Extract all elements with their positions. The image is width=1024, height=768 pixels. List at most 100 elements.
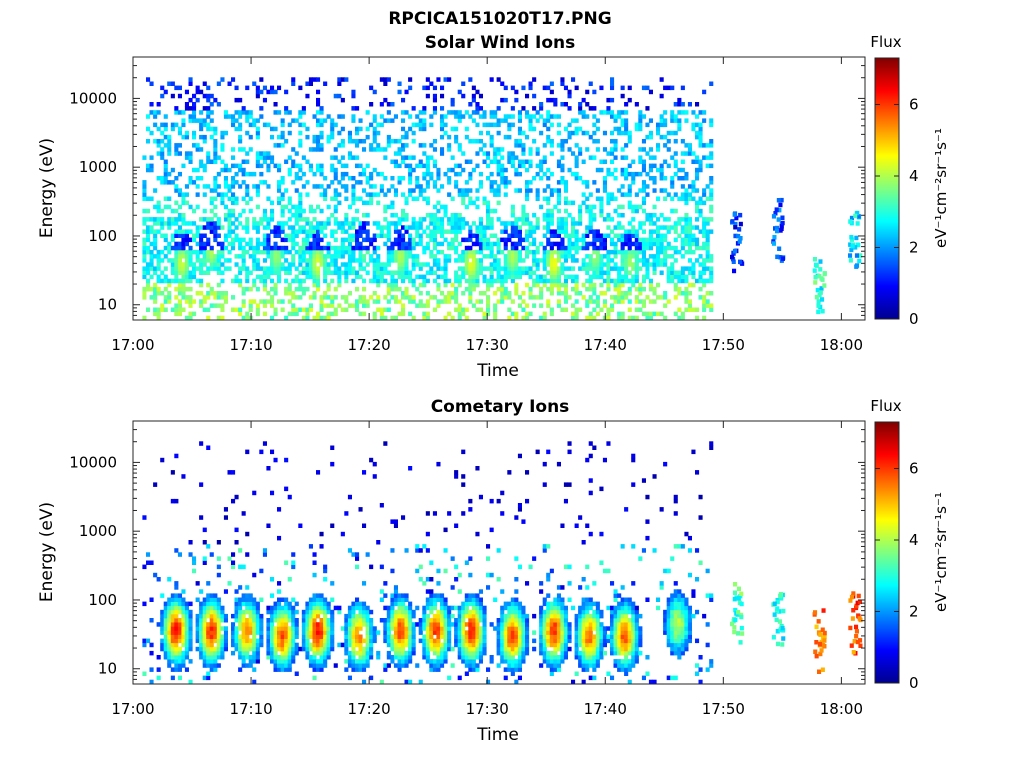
heatmap-cell <box>461 225 466 230</box>
heatmap-cell <box>206 609 211 615</box>
heatmap-cell <box>617 315 622 321</box>
heatmap-cell <box>231 114 236 119</box>
heatmap-cell <box>312 171 317 177</box>
heatmap-cell <box>220 241 225 247</box>
heatmap-cell <box>362 139 367 144</box>
heatmap-cell <box>464 307 469 312</box>
heatmap-cell <box>549 241 554 247</box>
heatmap-cell <box>507 237 512 243</box>
heatmap-cell <box>167 147 172 152</box>
heatmap-cell <box>312 184 317 189</box>
heatmap-cell <box>149 217 154 222</box>
heatmap-cell <box>344 262 349 267</box>
heatmap-cell <box>539 102 544 107</box>
heatmap-cell <box>592 155 597 160</box>
heatmap-cell <box>277 618 282 623</box>
heatmap-cell <box>255 155 260 160</box>
heatmap-cell <box>567 93 572 99</box>
heatmap-cell <box>493 311 498 317</box>
heatmap-cell <box>854 235 859 241</box>
heatmap-cell <box>521 291 526 296</box>
heatmap-cell <box>634 274 639 280</box>
heatmap-cell <box>266 122 271 128</box>
heatmap-cell <box>606 217 611 222</box>
heatmap-cell <box>517 237 522 243</box>
heatmap-cell <box>344 229 349 234</box>
heatmap-cell <box>652 176 657 181</box>
heatmap-cell <box>613 176 618 181</box>
heatmap-cell <box>188 229 193 234</box>
heatmap-cell <box>610 217 615 222</box>
heatmap-cell <box>319 134 324 140</box>
heatmap-cell <box>383 622 388 627</box>
heatmap-cell <box>471 233 476 238</box>
heatmap-cell <box>695 237 700 243</box>
heatmap-cell <box>478 229 483 234</box>
heatmap-cell <box>213 225 218 230</box>
heatmap-cell <box>266 225 271 230</box>
heatmap-cell <box>347 262 352 267</box>
heatmap-cell <box>401 217 406 222</box>
heatmap-cell <box>393 221 398 226</box>
heatmap-cell <box>216 225 221 230</box>
heatmap-cell <box>702 245 707 251</box>
heatmap-cell <box>556 208 561 214</box>
heatmap-cell <box>266 245 271 251</box>
heatmap-cell <box>486 200 491 206</box>
heatmap-cell <box>592 213 597 218</box>
heatmap-cell <box>333 208 338 214</box>
heatmap-cell <box>415 274 420 280</box>
heatmap-cell <box>478 270 483 275</box>
heatmap-cell <box>468 196 473 201</box>
heatmap-cell <box>146 77 151 82</box>
heatmap-cell <box>252 618 257 623</box>
heatmap-cell <box>525 167 530 173</box>
heatmap-cell <box>167 143 172 148</box>
heatmap-cell <box>245 200 250 206</box>
heatmap-cell <box>199 110 204 115</box>
heatmap-cell <box>386 245 391 251</box>
heatmap-cell <box>174 311 179 317</box>
heatmap-cell <box>234 163 239 169</box>
heatmap-cell <box>316 630 321 635</box>
heatmap-cell <box>305 245 310 251</box>
heatmap-cell <box>680 270 685 275</box>
heatmap-cell <box>386 139 391 144</box>
heatmap-cell <box>347 151 352 156</box>
heatmap-cell <box>362 311 367 317</box>
colorbar-label-solar-wind: eV⁻¹cm⁻²sr⁻¹s⁻¹ <box>932 128 950 248</box>
heatmap-cell <box>475 307 480 312</box>
heatmap-cell <box>698 163 703 169</box>
heatmap-cell <box>206 258 211 263</box>
heatmap-cell <box>698 134 703 140</box>
heatmap-cell <box>223 295 228 300</box>
heatmap-cell <box>514 315 519 321</box>
heatmap-cell <box>344 299 349 304</box>
heatmap-cell <box>656 249 661 255</box>
heatmap-cell <box>323 626 328 631</box>
heatmap-cell <box>489 249 494 255</box>
heatmap-cell <box>170 270 175 275</box>
heatmap-cell <box>507 126 512 132</box>
heatmap-cell <box>216 233 221 238</box>
heatmap-cell <box>553 249 558 255</box>
heatmap-cell <box>255 274 260 280</box>
heatmap-cell <box>542 196 547 201</box>
heatmap-cell <box>312 597 317 602</box>
heatmap-cell <box>510 114 515 119</box>
heatmap-cell <box>344 196 349 201</box>
heatmap-cell <box>812 257 817 262</box>
heatmap-cell <box>262 97 267 103</box>
heatmap-cell <box>344 221 349 226</box>
heatmap-cell <box>181 474 186 479</box>
heatmap-cell <box>333 286 338 292</box>
heatmap-cell <box>486 286 491 292</box>
heatmap-cell <box>563 258 568 263</box>
heatmap-cell <box>316 663 321 668</box>
heatmap-cell <box>408 176 413 181</box>
heatmap-cell <box>631 233 636 238</box>
heatmap-cell <box>181 110 186 115</box>
heatmap-cell <box>347 630 352 635</box>
heatmap-cell <box>231 147 236 152</box>
